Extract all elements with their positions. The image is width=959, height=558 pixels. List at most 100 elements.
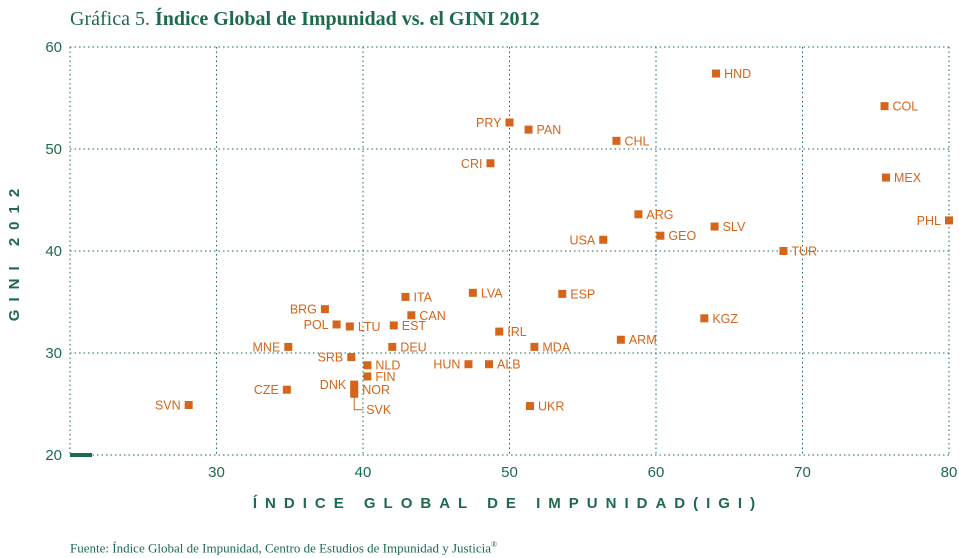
tick-labels: 20 30 40 50 60 30 40 50 60 70 80	[45, 39, 957, 481]
point-marker	[464, 360, 473, 369]
axes	[69, 47, 949, 457]
point-label: SVN	[155, 399, 181, 413]
point-label: POL	[304, 318, 329, 332]
point-label: MEX	[894, 171, 922, 185]
point-marker	[282, 385, 291, 394]
point-label: LVA	[481, 286, 503, 300]
point-label: FIN	[375, 370, 395, 384]
point-label: MDA	[542, 340, 570, 354]
title-main: Índice Global de Impunidad vs. el GINI 2…	[154, 8, 540, 30]
point-marker	[484, 360, 493, 369]
point-label: SRB	[318, 351, 344, 365]
point-label: ESP	[570, 287, 595, 301]
point-label: EST	[402, 319, 427, 333]
point-label: GEO	[668, 229, 696, 243]
point-label: PAN	[537, 123, 562, 137]
point-marker	[700, 314, 709, 323]
point-marker	[407, 311, 416, 320]
point-label: COL	[893, 100, 919, 114]
point-marker	[284, 342, 293, 351]
point-marker	[558, 289, 567, 298]
axis-origin-mark	[70, 453, 92, 457]
point-label: NOR	[362, 383, 390, 397]
point-label: DEU	[400, 340, 426, 354]
point-marker	[350, 380, 359, 389]
point-marker	[710, 222, 719, 231]
point-marker	[882, 173, 891, 182]
point-label: HND	[724, 67, 751, 81]
x-tick-label: 60	[648, 464, 665, 481]
point-label: HUN	[433, 358, 460, 372]
x-axis-label: ÍNDICE GLOBAL DE IMPUNIDAD(IGI)	[253, 495, 763, 512]
registered-mark: ®	[490, 540, 498, 549]
point-marker	[505, 118, 514, 127]
point-label: SVK	[366, 403, 392, 417]
point-label: CAN	[419, 309, 445, 323]
svk-leader-line	[353, 397, 364, 411]
point-label: LTU	[358, 320, 381, 334]
y-tick-label: 60	[45, 39, 62, 56]
point-marker	[332, 320, 341, 329]
x-tick-label: 80	[941, 464, 958, 481]
point-label: BRG	[290, 303, 317, 317]
point-marker	[389, 321, 398, 330]
title-prefix: Gráfica 5.	[70, 8, 150, 30]
point-label: USA	[570, 233, 596, 247]
source-note: Fuente: Índice Global de Impunidad, Cent…	[70, 540, 497, 556]
point-marker	[524, 125, 533, 134]
point-marker	[350, 389, 359, 398]
x-tick-label: 50	[501, 464, 518, 481]
point-marker	[945, 216, 953, 225]
point-label: ARM	[629, 333, 657, 347]
point-marker	[530, 342, 539, 351]
grid	[70, 46, 950, 455]
point-marker	[634, 210, 643, 219]
y-tick-label: 30	[45, 345, 62, 362]
point-marker	[712, 69, 721, 78]
y-tick-label: 20	[45, 447, 62, 464]
source-text: Fuente: Índice Global de Impunidad, Cent…	[70, 540, 491, 556]
point-marker	[350, 385, 359, 394]
point-marker	[599, 235, 608, 244]
point-marker	[779, 247, 788, 255]
point-label: ITA	[413, 290, 432, 304]
point-marker	[345, 322, 354, 331]
point-label: DNK	[320, 378, 347, 392]
point-label: IRL	[507, 325, 527, 339]
y-tick-label: 50	[45, 141, 62, 158]
point-label: SLV	[723, 220, 746, 234]
point-marker	[880, 102, 889, 111]
y-axis-label: GINI 2012	[6, 181, 23, 321]
point-marker	[363, 361, 372, 370]
point-label: UKR	[538, 400, 564, 414]
point-marker	[495, 327, 504, 336]
scatter-chart: 20 30 40 50 60 30 40 50 60 70 80 HND COL PRY PAN CHL CR…	[6, 39, 957, 512]
point-labels: HND COL PRY PAN CHL CRI MEX ARG PHL SLV GEO USA TUR L…	[155, 67, 941, 417]
point-label: CRI	[461, 157, 483, 171]
point-marker	[388, 342, 397, 351]
point-label: ARG	[646, 208, 673, 222]
point-marker	[184, 401, 193, 410]
point-label: ALB	[497, 358, 521, 372]
point-marker	[347, 353, 356, 362]
point-marker	[612, 136, 621, 145]
point-label: PRY	[476, 116, 502, 130]
point-label: NLD	[375, 359, 400, 373]
point-marker	[401, 292, 410, 301]
x-tick-label: 40	[355, 464, 372, 481]
point-label: MNE	[253, 340, 281, 354]
chart-title: Gráfica 5. Índice Global de Impunidad vs…	[70, 8, 539, 31]
point-marker	[486, 159, 495, 168]
point-marker	[616, 335, 625, 344]
point-marker	[320, 305, 329, 314]
point-label: CZE	[254, 383, 279, 397]
x-tick-label: 70	[794, 464, 811, 481]
data-points	[184, 69, 953, 411]
point-marker	[526, 402, 535, 411]
point-label: CHL	[624, 134, 649, 148]
point-marker	[656, 231, 665, 240]
point-label: TUR	[791, 245, 817, 259]
point-label: PHL	[917, 214, 941, 228]
x-tick-label: 30	[208, 464, 225, 481]
point-marker	[363, 372, 372, 381]
